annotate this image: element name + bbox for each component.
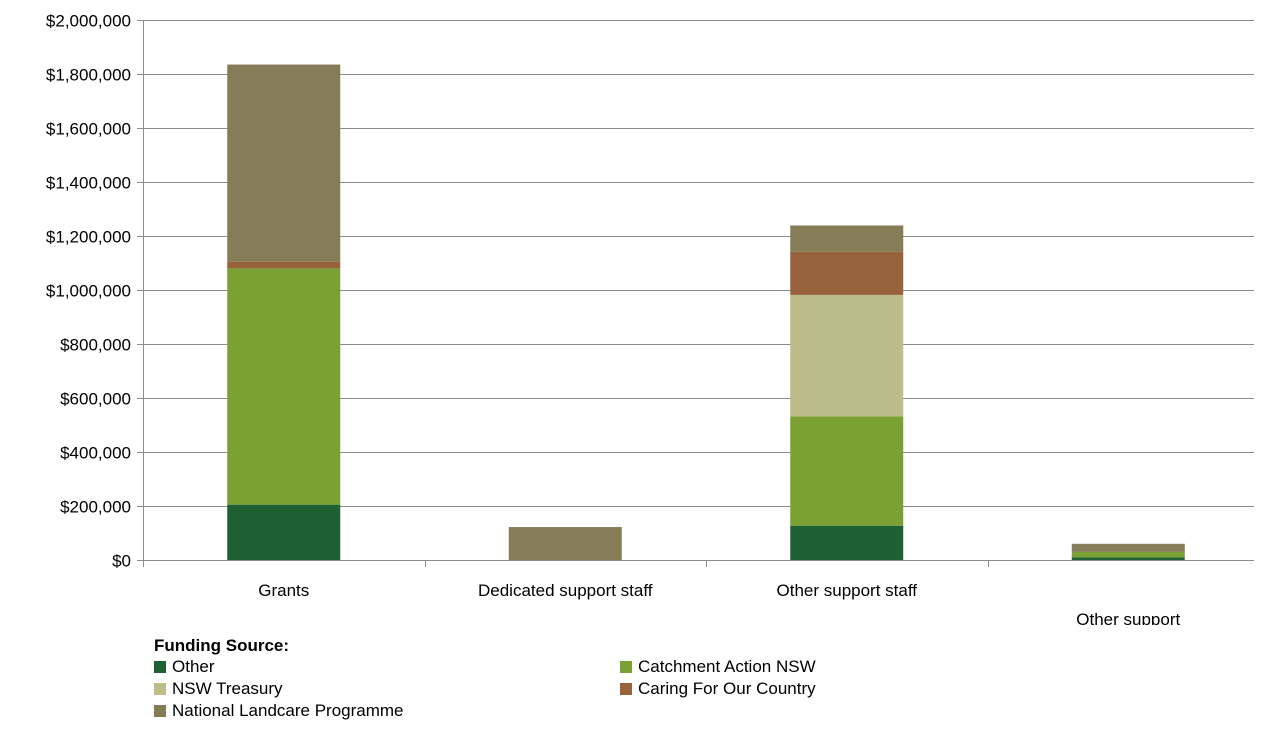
bar-grants-caring-for-our-country [227, 261, 341, 269]
y-axis-ticks: $0 $200,000 $400,000 $600,000 $800,000 $1,000… [46, 12, 143, 571]
legend-label-nsw-treasury: NSW Treasury [172, 679, 283, 698]
legend-swatch-national-landcare-programme [154, 705, 166, 717]
legend-item-catchment-action-nsw: Catchment Action NSW [620, 656, 1020, 678]
legend-item-caring-for-our-country: Caring For Our Country [620, 678, 1020, 700]
legend-label-catchment-action-nsw: Catchment Action NSW [638, 657, 816, 676]
y-tick-label: $200,000 [60, 498, 131, 517]
x-axis [143, 20, 1254, 567]
legend-title: Funding Source: [154, 636, 290, 655]
bar-other-support-other [1071, 557, 1185, 560]
y-tick-label: $1,200,000 [46, 228, 131, 247]
bar-other-support-staff-nsw-treasury [790, 294, 904, 417]
bar-other-support-staff-other [790, 525, 904, 560]
y-tick-label: $1,400,000 [46, 174, 131, 193]
bar-dedicated-support-staff-national-landcare-programme [508, 527, 622, 560]
legend-label-national-landcare-programme: National Landcare Programme [172, 701, 404, 720]
legend-swatch-catchment-action-nsw [620, 661, 632, 673]
y-tick-label: $1,600,000 [46, 120, 131, 139]
legend-item-national-landcare-programme: National Landcare Programme [154, 700, 620, 722]
stacked-bar-chart: $0 $200,000 $400,000 $600,000 $800,000 $1,000… [46, 12, 1254, 629]
bar-grants-catchment-action-nsw [227, 268, 341, 505]
legend-swatch-nsw-treasury [154, 683, 166, 695]
bar-grants-national-landcare-programme [227, 64, 341, 262]
legend-item-other: Other [154, 656, 620, 678]
y-tick-label: $800,000 [60, 336, 131, 355]
x-tick-label-dedicated-support-staff: Dedicated support staff [478, 581, 653, 600]
y-tick-label: $2,000,000 [46, 12, 131, 31]
x-tick-label-other-support-staff: Other support staff [777, 581, 918, 600]
legend-swatch-other [154, 661, 166, 673]
bar-other-support-national-landcare-programme [1071, 543, 1185, 552]
legend-label-other: Other [172, 657, 215, 676]
bars [227, 64, 1185, 560]
legend: Funding Source: Other Catchment Action N… [154, 636, 1154, 722]
y-tick-label: $0 [112, 552, 131, 571]
legend-grid: Other Catchment Action NSW NSW Treasury … [154, 656, 1154, 722]
y-tick-label: $1,000,000 [46, 282, 131, 301]
x-tick-label-other-support: Other support [1076, 610, 1180, 625]
x-axis-labels: Grants Dedicated support staff Other suppo… [258, 581, 1180, 629]
bar-grants-other [227, 504, 341, 560]
y-tick-label: $400,000 [60, 444, 131, 463]
bar-other-support-catchment-action-nsw [1071, 551, 1185, 558]
bar-other-support-staff-national-landcare-programme [790, 225, 904, 252]
legend-label-caring-for-our-country: Caring For Our Country [638, 679, 816, 698]
bar-other-support-staff-caring-for-our-country [790, 251, 904, 295]
y-tick-label: $1,800,000 [46, 66, 131, 85]
legend-swatch-caring-for-our-country [620, 683, 632, 695]
bar-other-support-staff-catchment-action-nsw [790, 416, 904, 526]
legend-item-nsw-treasury: NSW Treasury [154, 678, 620, 700]
y-tick-label: $600,000 [60, 390, 131, 409]
x-tick-label-grants: Grants [258, 581, 309, 600]
